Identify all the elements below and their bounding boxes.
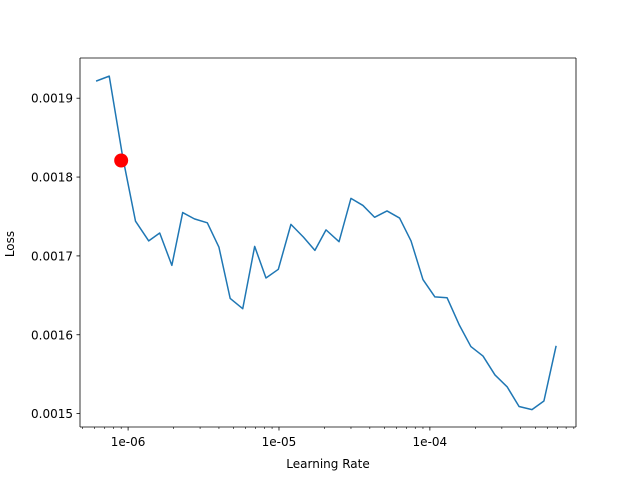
y-tick-label: 0.0015: [31, 407, 73, 421]
loss-series-line: [95, 75, 557, 411]
x-tick-label: 1e-04: [413, 435, 448, 449]
y-tick-label: 0.0018: [31, 171, 73, 185]
suggested-lr-marker: [114, 153, 129, 168]
x-tick-label: 1e-05: [262, 435, 297, 449]
data-marks: [95, 75, 557, 411]
y-tick-label: 0.0016: [31, 328, 73, 342]
plot-area: [80, 58, 576, 427]
plot-background: [80, 58, 576, 427]
x-tick-label: 1e-06: [111, 435, 146, 449]
y-tick-label: 0.0017: [31, 249, 73, 263]
y-axis-label: Loss: [3, 231, 17, 257]
axes: 0.0015 0.0016 0.0017 0.0018 0.0019 1e-06 1e-05…: [31, 57, 577, 449]
x-axis-label: Learning Rate: [286, 457, 369, 471]
y-tick-label: 0.0019: [31, 92, 73, 106]
